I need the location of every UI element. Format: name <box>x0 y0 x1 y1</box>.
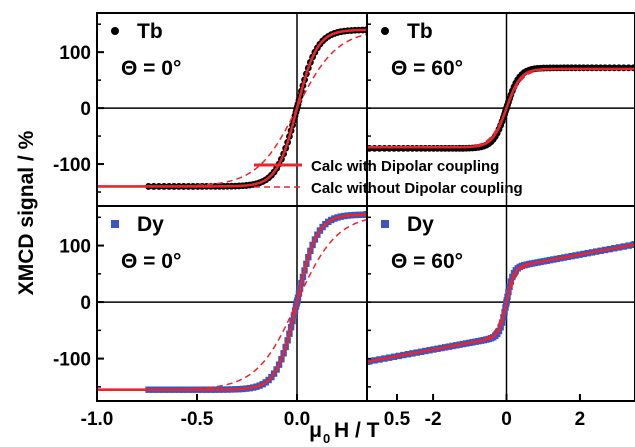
x-axis-title-prefix: μ <box>309 419 322 442</box>
x-tick-label: 0.5 <box>384 409 411 430</box>
calc-without-dipolar-line <box>97 218 367 391</box>
y-axis-title: XMCD signal / % <box>15 130 38 295</box>
y-tick-label: 0 <box>80 293 91 314</box>
panel-element-label: Tb <box>407 20 433 43</box>
panel-marker-icon <box>111 27 119 35</box>
calc-without-dipolar-line <box>97 33 367 188</box>
x-tick-label: -0.5 <box>181 409 214 430</box>
panel-angle-label: Θ = 60° <box>391 250 463 273</box>
x-tick-label: 2 <box>575 409 586 430</box>
calc-without-dipolar-line <box>367 68 635 149</box>
panel-element-label: Dy <box>407 213 434 236</box>
y-tick-label: -100 <box>53 155 91 176</box>
y-tick-label: 100 <box>59 43 91 64</box>
legend: Calc with Dipolar coupling Calc without … <box>254 158 523 197</box>
calc-without-dipolar-line <box>367 243 635 363</box>
panel-bottom-right: -2 0 2 Dy Θ = 60° <box>366 205 635 430</box>
panels-group: -100 0 100 Tb Θ = 0° Tb Θ = 60° -100 0 100 -1.0 -0.… <box>53 12 635 430</box>
plot-area <box>367 206 635 401</box>
panel-element-label: Tb <box>137 20 163 43</box>
x-tick-label: 0 <box>501 409 512 430</box>
panel-bottom-left: -100 0 100 -1.0 -0.5 0.0 0.5 Dy Θ = 0° <box>53 205 411 430</box>
legend-label-with: Calc with Dipolar coupling <box>311 158 499 175</box>
panel-marker-icon <box>111 220 119 228</box>
y-tick-label: -100 <box>53 350 91 371</box>
panel-angle-label: Θ = 0° <box>121 57 181 80</box>
x-axis-title-main: H / T <box>334 419 380 442</box>
panel-top-right: Tb Θ = 60° <box>366 12 635 207</box>
x-tick-label: -1.0 <box>81 409 114 430</box>
panel-element-label: Dy <box>137 213 164 236</box>
x-axis-title-subscript: 0 <box>323 431 330 446</box>
legend-label-without: Calc without Dipolar coupling <box>311 180 523 197</box>
y-tick-label: 0 <box>80 99 91 120</box>
plot-area <box>97 206 367 401</box>
panel-marker-icon <box>381 27 389 35</box>
x-tick-label: -2 <box>425 409 442 430</box>
panel-angle-label: Θ = 60° <box>391 57 463 80</box>
panel-frame <box>366 205 635 402</box>
panel-top-left: -100 0 100 Tb Θ = 0° <box>53 12 368 207</box>
plot-area <box>367 13 635 206</box>
y-tick-label: 100 <box>59 237 91 258</box>
panel-angle-label: Θ = 0° <box>121 250 181 273</box>
x-tick-label: 0.0 <box>284 409 310 430</box>
x-axis-title: μ 0 H / T <box>309 419 380 446</box>
panel-marker-icon <box>381 220 389 228</box>
